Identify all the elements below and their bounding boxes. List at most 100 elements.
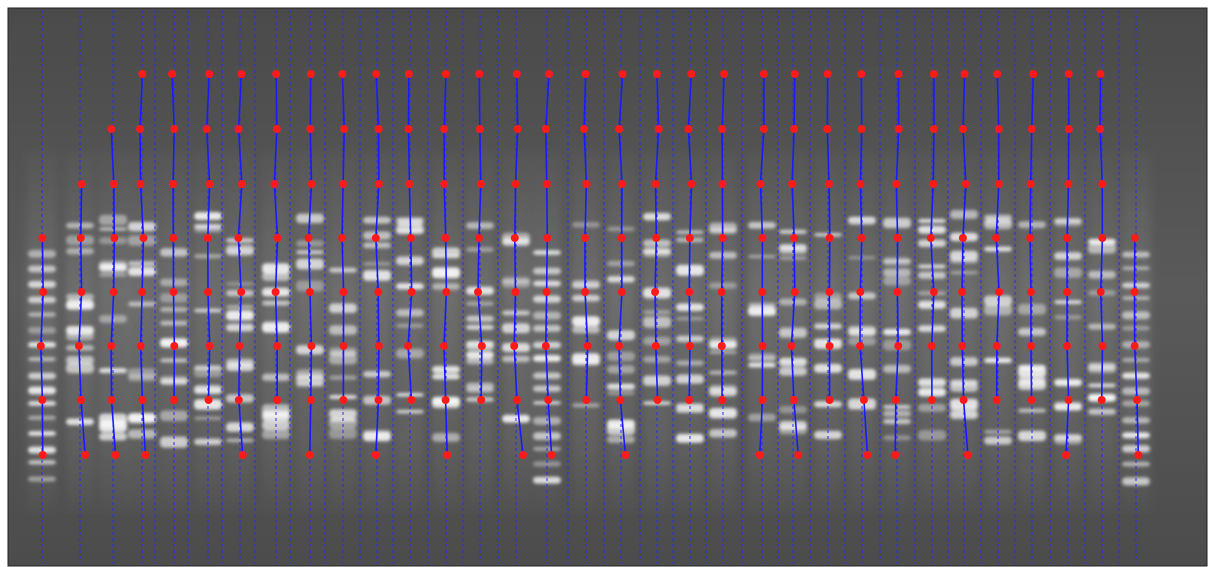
- band-marker: [169, 234, 177, 242]
- band-marker: [892, 396, 900, 404]
- band-marker: [618, 234, 626, 242]
- band-marker: [720, 70, 728, 78]
- band-marker: [1134, 451, 1142, 459]
- band-marker: [78, 288, 86, 296]
- band-marker: [372, 234, 380, 242]
- band-marker: [374, 396, 382, 404]
- band-marker: [790, 234, 798, 242]
- band-marker: [169, 180, 177, 188]
- band-marker: [582, 396, 590, 404]
- band-marker: [959, 125, 967, 133]
- band-marker: [110, 234, 118, 242]
- band-marker: [108, 396, 116, 404]
- band-marker: [993, 70, 1001, 78]
- band-marker: [306, 451, 314, 459]
- band-marker: [858, 125, 866, 133]
- band-marker: [77, 234, 85, 242]
- band-marker: [930, 70, 938, 78]
- band-marker: [272, 70, 280, 78]
- band-marker: [39, 288, 47, 296]
- band-marker: [860, 396, 868, 404]
- band-marker: [1028, 125, 1036, 133]
- band-marker: [1062, 451, 1070, 459]
- band-marker: [758, 396, 766, 404]
- band-marker: [856, 342, 864, 350]
- band-marker: [823, 125, 831, 133]
- band-marker: [442, 70, 450, 78]
- band-marker: [239, 451, 247, 459]
- band-marker: [718, 342, 726, 350]
- band-marker: [237, 70, 245, 78]
- band-marker: [235, 125, 243, 133]
- gel-image: [0, 0, 1215, 567]
- band-marker: [791, 70, 799, 78]
- band-marker: [238, 180, 246, 188]
- band-marker: [1029, 70, 1037, 78]
- band-marker: [759, 342, 767, 350]
- band-marker: [618, 180, 626, 188]
- band-marker: [110, 180, 118, 188]
- band-marker: [1065, 70, 1073, 78]
- band-marker: [825, 288, 833, 296]
- band-marker: [581, 288, 589, 296]
- band-marker: [110, 288, 118, 296]
- band-marker: [616, 396, 624, 404]
- band-marker: [136, 125, 144, 133]
- band-marker: [37, 342, 45, 350]
- band-marker: [273, 125, 281, 133]
- band-marker: [545, 70, 553, 78]
- band-marker: [760, 125, 768, 133]
- band-marker: [858, 234, 866, 242]
- band-marker: [995, 288, 1003, 296]
- band-marker: [791, 288, 799, 296]
- band-marker: [308, 180, 316, 188]
- band-marker: [339, 180, 347, 188]
- band-marker: [374, 288, 382, 296]
- band-marker: [1065, 396, 1073, 404]
- band-marker: [512, 180, 520, 188]
- band-marker: [139, 234, 147, 242]
- band-marker: [1063, 234, 1071, 242]
- band-marker: [894, 342, 902, 350]
- band-marker: [372, 70, 380, 78]
- band-marker: [651, 288, 659, 296]
- band-marker: [787, 342, 795, 350]
- band-marker: [618, 288, 626, 296]
- band-marker: [615, 342, 623, 350]
- band-marker: [510, 342, 518, 350]
- band-marker: [960, 396, 968, 404]
- band-marker: [273, 342, 281, 350]
- band-marker: [1130, 288, 1138, 296]
- band-marker: [475, 234, 483, 242]
- band-marker: [475, 70, 483, 78]
- band-marker: [857, 70, 865, 78]
- band-marker: [652, 342, 660, 350]
- band-marker: [928, 342, 936, 350]
- band-marker: [205, 396, 213, 404]
- band-marker: [440, 125, 448, 133]
- band-marker: [273, 396, 281, 404]
- band-marker: [961, 70, 969, 78]
- band-marker: [863, 451, 871, 459]
- band-marker: [270, 180, 278, 188]
- band-marker: [1027, 180, 1035, 188]
- band-marker: [652, 234, 660, 242]
- band-marker: [170, 342, 178, 350]
- band-marker: [234, 234, 242, 242]
- band-marker: [138, 288, 146, 296]
- band-marker: [580, 125, 588, 133]
- band-marker: [272, 288, 280, 296]
- band-marker: [203, 125, 211, 133]
- band-marker: [584, 342, 592, 350]
- band-marker: [543, 288, 551, 296]
- band-marker: [440, 180, 448, 188]
- band-marker: [1098, 180, 1106, 188]
- band-marker: [1098, 396, 1106, 404]
- band-marker: [375, 342, 383, 350]
- band-marker: [170, 125, 178, 133]
- band-marker: [895, 125, 903, 133]
- band-marker: [206, 342, 214, 350]
- band-marker: [375, 125, 383, 133]
- band: [1018, 409, 1046, 413]
- band-marker: [1133, 396, 1141, 404]
